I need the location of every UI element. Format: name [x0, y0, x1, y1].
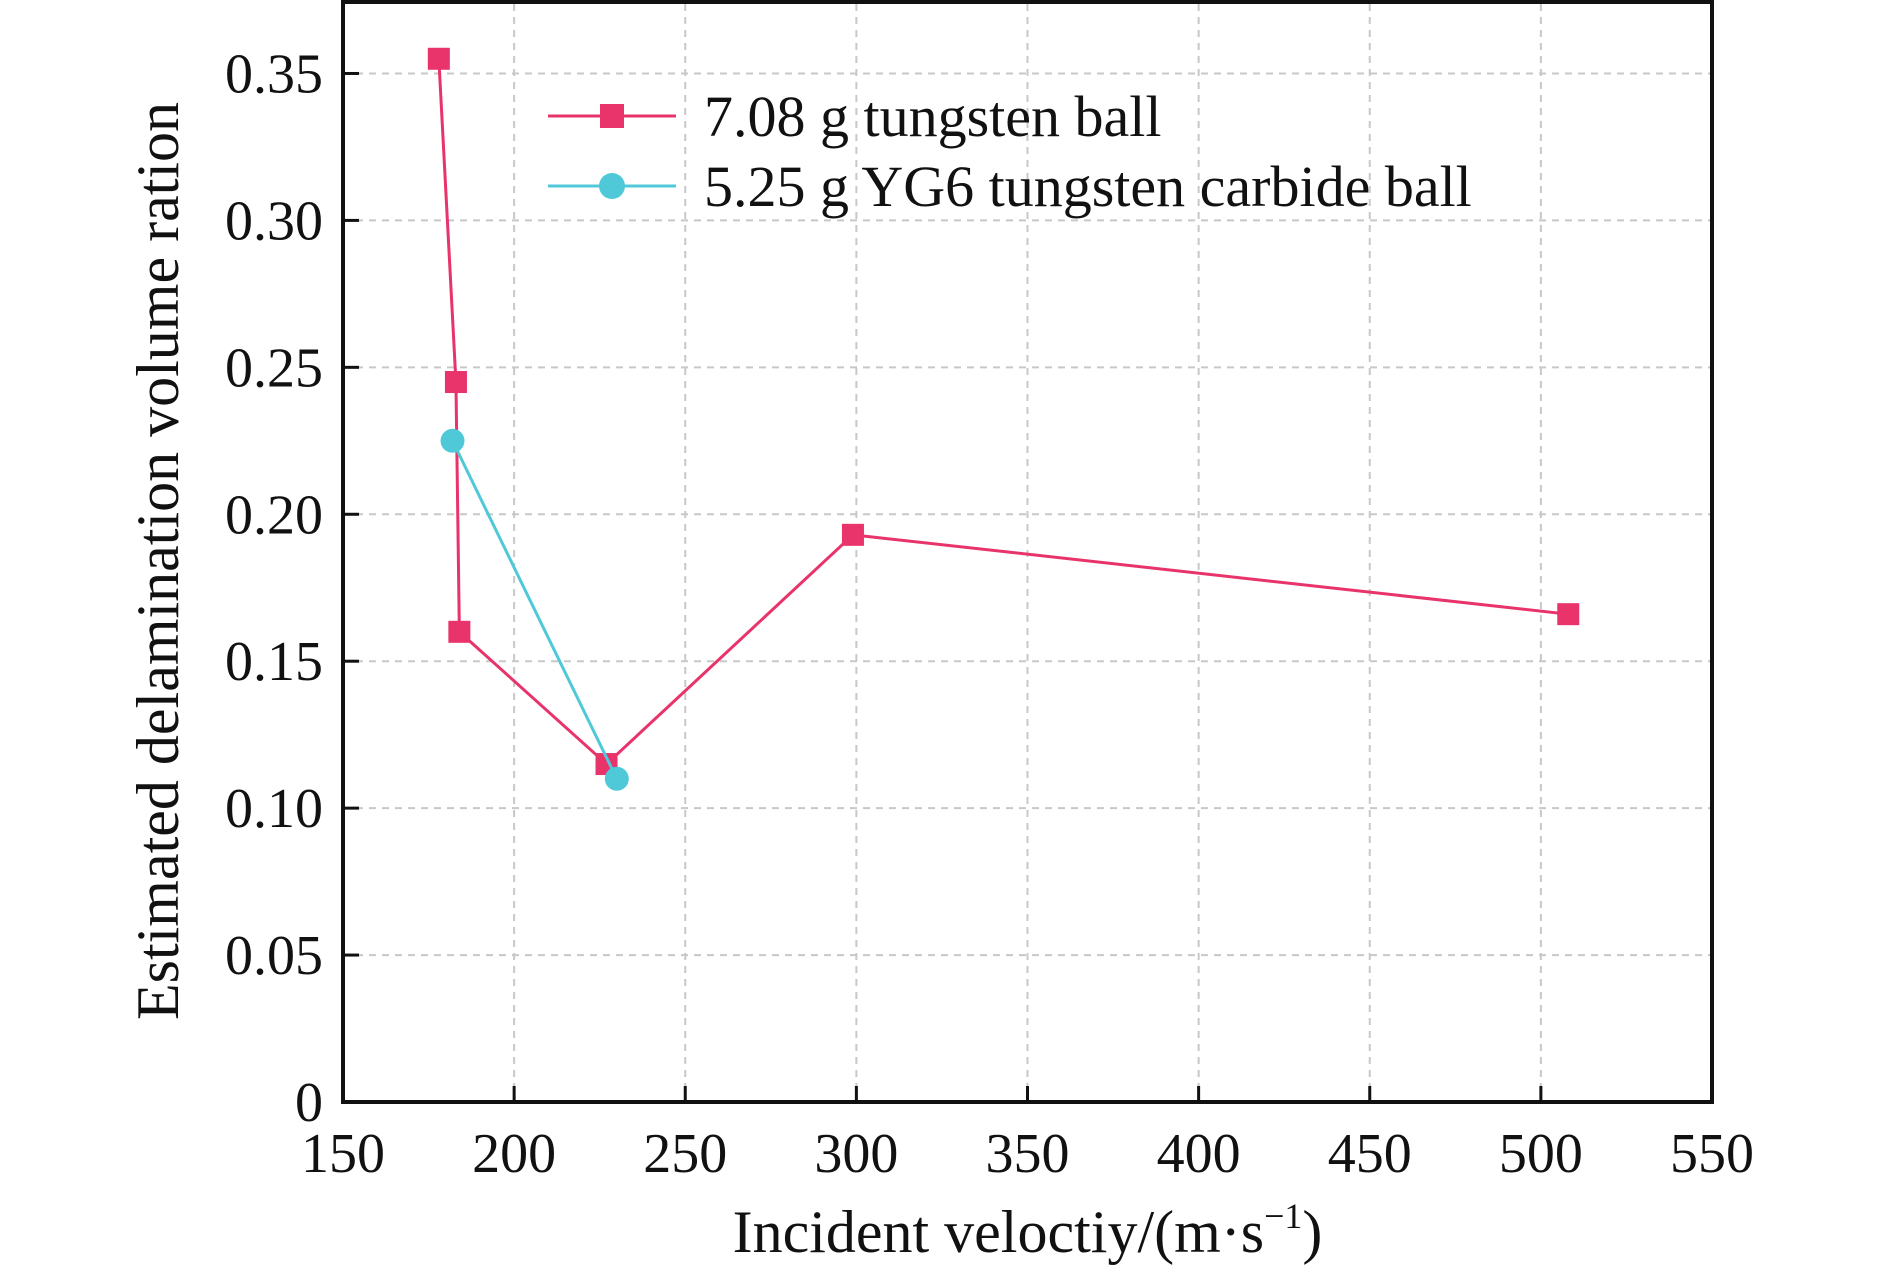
- x-axis-title: Incident velоctiy/(m·s−1): [733, 1196, 1323, 1265]
- x-axis-title-superscript: −1: [1264, 1196, 1302, 1236]
- data-point-square: [427, 47, 450, 70]
- series-line: [451, 440, 619, 780]
- y-axis-title: Estimated delamination volume ration: [125, 102, 191, 1020]
- legend-marker-circle: [599, 173, 625, 199]
- series-layer: [427, 47, 1580, 791]
- y-tick-label: 0.05: [225, 925, 323, 987]
- data-point-circle: [440, 428, 465, 453]
- y-tick-label: 0.25: [225, 337, 323, 399]
- y-tick-label: 0.35: [225, 43, 323, 105]
- legend-entry: 7.08 g tungsten ball: [548, 84, 1162, 149]
- legend-entry: 5.25 g YG6 tungsten carbide ball: [548, 154, 1472, 219]
- x-axis-title-main: Incident velоctiy/(m·s: [733, 1199, 1265, 1265]
- y-tick-label: 0.15: [225, 631, 323, 693]
- x-tick-label: 200: [472, 1123, 556, 1185]
- grid-lines: [343, 4, 1712, 1102]
- x-tick-label: 450: [1328, 1123, 1412, 1185]
- axis-ticks: 150 200 250 300 350 400 450 500 550 0 0.05 0.10 0.15…: [225, 43, 1754, 1185]
- data-point-square: [444, 371, 467, 394]
- series-line: [437, 58, 1569, 767]
- data-point-square: [448, 620, 471, 643]
- data-point-circle: [604, 766, 629, 791]
- series-2: [440, 428, 629, 791]
- x-axis-title-tail: ): [1302, 1199, 1322, 1265]
- y-tick-label: 0.20: [225, 484, 323, 546]
- y-tick-label: 0.10: [225, 778, 323, 840]
- legend-label: 5.25 g YG6 tungsten carbide ball: [704, 154, 1472, 219]
- x-tick-label: 150: [301, 1123, 385, 1185]
- y-tick-label: 0.30: [225, 190, 323, 252]
- x-tick-label: 400: [1157, 1123, 1241, 1185]
- x-tick-label: 500: [1499, 1123, 1583, 1185]
- x-tick-label: 550: [1670, 1123, 1754, 1185]
- y-tick-label: 0: [295, 1072, 323, 1134]
- legend-label: 7.08 g tungsten ball: [704, 84, 1162, 149]
- data-point-square: [841, 523, 864, 546]
- data-point-square: [1557, 603, 1580, 626]
- x-tick-label: 350: [986, 1123, 1070, 1185]
- legend-marker-square: [600, 104, 624, 128]
- x-tick-label: 250: [643, 1123, 727, 1185]
- x-tick-label: 300: [814, 1123, 898, 1185]
